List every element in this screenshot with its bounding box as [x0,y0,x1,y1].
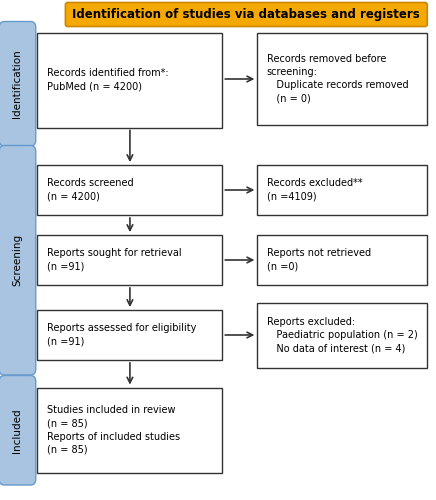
FancyBboxPatch shape [0,376,36,485]
FancyBboxPatch shape [257,165,427,215]
FancyBboxPatch shape [37,32,222,128]
Text: Identification of studies via databases and registers: Identification of studies via databases … [72,8,420,21]
Text: Reports not retrieved
(n =0): Reports not retrieved (n =0) [267,248,371,272]
Text: Included: Included [13,408,22,453]
FancyBboxPatch shape [0,146,36,375]
FancyBboxPatch shape [37,310,222,360]
FancyBboxPatch shape [257,32,427,125]
Text: Records removed before
screening:
   Duplicate records removed
   (n = 0): Records removed before screening: Duplic… [267,54,409,104]
FancyBboxPatch shape [37,165,222,215]
FancyBboxPatch shape [257,302,427,368]
Text: Reports excluded:
   Paediatric population (n = 2)
   No data of interest (n = 4: Reports excluded: Paediatric population … [267,317,418,353]
Text: Studies included in review
(n = 85)
Reports of included studies
(n = 85): Studies included in review (n = 85) Repo… [47,405,180,455]
FancyBboxPatch shape [37,388,222,472]
Text: Records excluded**
(n =4109): Records excluded** (n =4109) [267,178,362,202]
Text: Records screened
(n = 4200): Records screened (n = 4200) [47,178,133,202]
Text: Identification: Identification [13,50,22,118]
FancyBboxPatch shape [65,2,427,26]
Text: Reports assessed for eligibility
(n =91): Reports assessed for eligibility (n =91) [47,324,196,346]
FancyBboxPatch shape [0,22,36,146]
Text: Reports sought for retrieval
(n =91): Reports sought for retrieval (n =91) [47,248,181,272]
Text: Records identified from*:
PubMed (n = 4200): Records identified from*: PubMed (n = 42… [47,68,168,92]
FancyBboxPatch shape [37,235,222,285]
Text: Screening: Screening [13,234,22,286]
FancyBboxPatch shape [257,235,427,285]
